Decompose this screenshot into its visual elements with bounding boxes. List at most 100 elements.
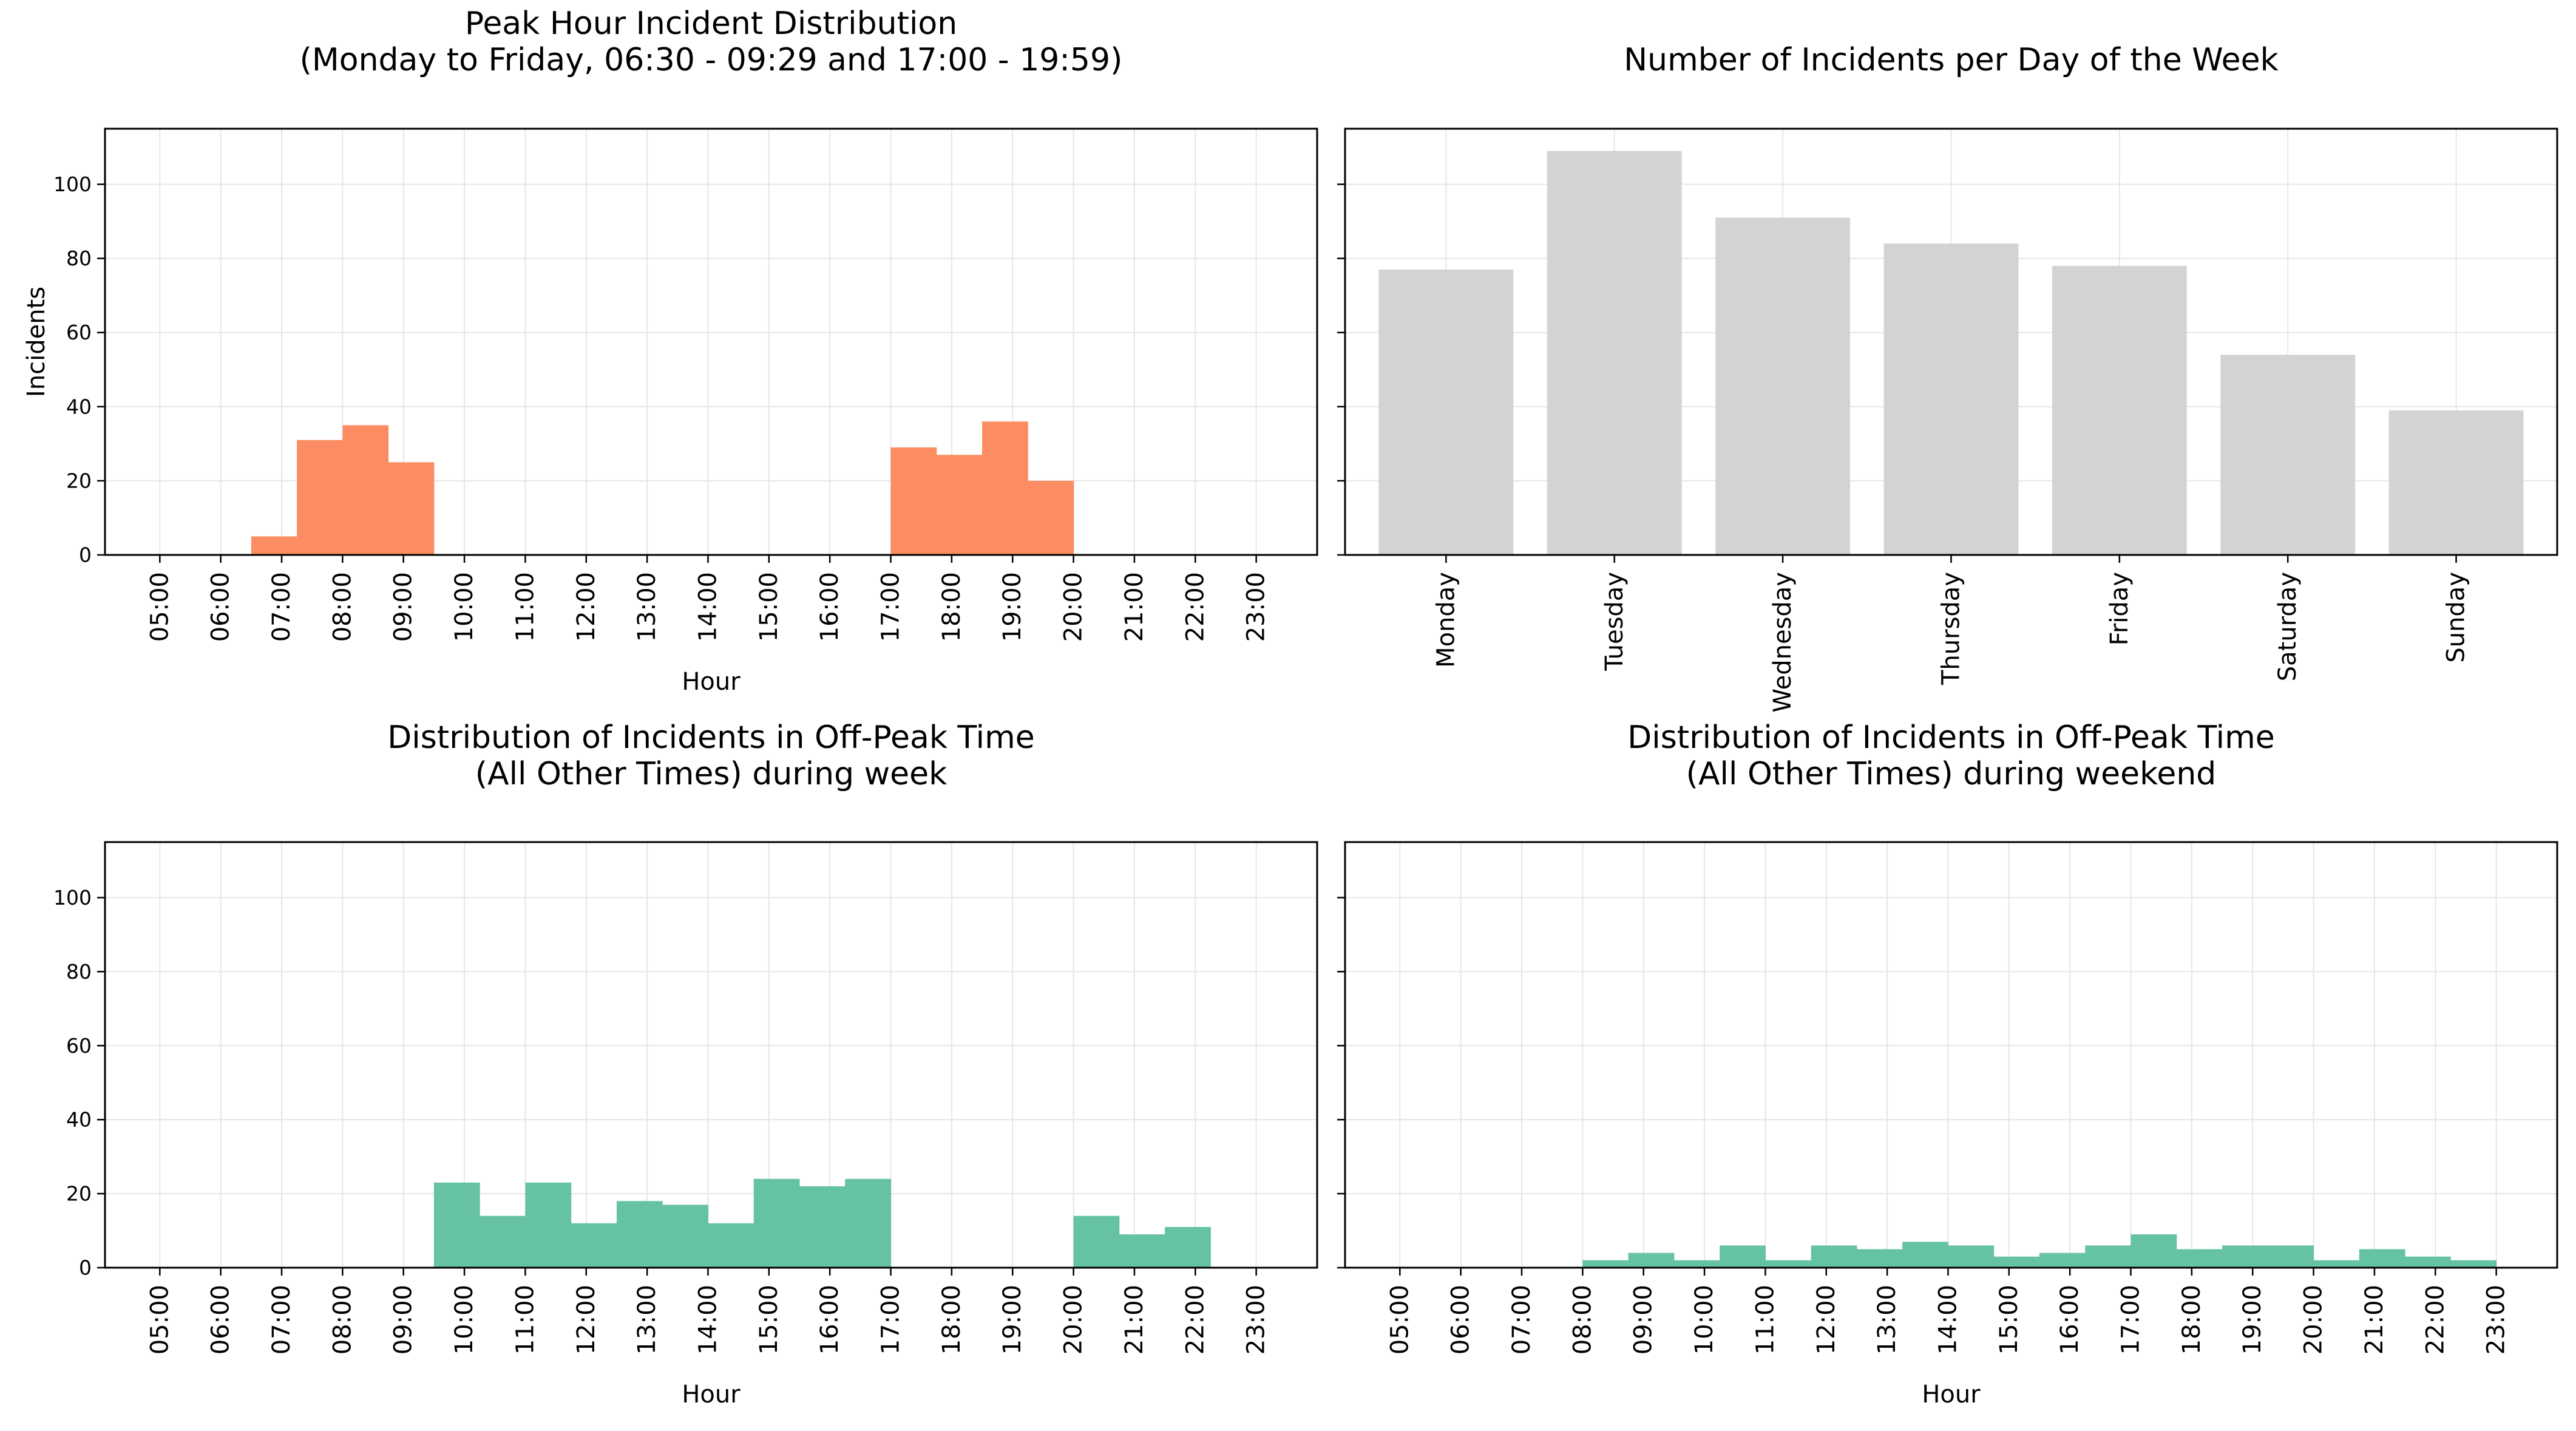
x-tick-label: 19:00 xyxy=(998,572,1026,642)
grid xyxy=(1345,842,2557,1268)
bar xyxy=(433,1182,480,1268)
chart-weekday-offpeak: 0 20 40 60 80 100 05:00 06:00 07:00 08:00 09:00 10:… xyxy=(53,719,1318,1409)
x-tick-label: 05:00 xyxy=(1386,1285,1414,1355)
plot-frame xyxy=(1344,841,2558,1269)
x-tick-label: 12:00 xyxy=(1812,1285,1840,1355)
x-axis-label: Hour xyxy=(1922,1381,1981,1409)
bar xyxy=(1948,1245,1995,1268)
x-tick-label: 06:00 xyxy=(1447,1285,1475,1355)
bar xyxy=(1993,1256,2040,1268)
x-tick-label: 23:00 xyxy=(1242,572,1270,642)
x-axis: 05:00 06:00 07:00 08:00 09:00 10:00 11:00 12:00… xyxy=(146,1268,1270,1355)
y-axis-label: Incidents xyxy=(22,287,50,397)
y-tick-label: 80 xyxy=(66,246,92,270)
x-tick-label: 07:00 xyxy=(1508,1285,1536,1355)
x-tick-label: Tuesday xyxy=(1601,572,1629,671)
y-axis: 0 20 40 60 80 100 xyxy=(53,886,105,1280)
chart-days: Monday Tuesday Wednesday Thursday Friday Satu… xyxy=(1337,42,2558,713)
bar xyxy=(708,1223,754,1268)
y-tick-label: 60 xyxy=(66,321,92,344)
x-tick-label: 13:00 xyxy=(633,572,661,642)
bars xyxy=(1378,151,2524,556)
bar xyxy=(845,1178,892,1268)
x-tick-label: 14:00 xyxy=(1934,1285,1962,1355)
bar xyxy=(2313,1260,2360,1268)
x-tick-label: Thursday xyxy=(1937,572,1965,685)
y-tick-label: 20 xyxy=(66,469,92,492)
bar-tuesday xyxy=(1547,151,1682,555)
plot-frame xyxy=(104,841,1318,1269)
x-tick-label: 11:00 xyxy=(1751,1285,1779,1355)
x-tick-label: Wednesday xyxy=(1769,572,1797,713)
bar xyxy=(571,1223,617,1268)
bar xyxy=(2405,1256,2451,1268)
x-tick-label: 18:00 xyxy=(938,572,966,642)
x-tick-label: 16:00 xyxy=(816,572,844,642)
x-tick-label: 15:00 xyxy=(755,572,783,642)
x-tick-label: 15:00 xyxy=(755,1285,783,1355)
x-tick-label: 10:00 xyxy=(450,1285,478,1355)
x-tick-label: 18:00 xyxy=(2178,1285,2206,1355)
y-tick-label: 40 xyxy=(66,1108,92,1132)
x-tick-label: Saturday xyxy=(2274,572,2302,681)
bar xyxy=(2268,1245,2314,1268)
x-tick-label: 09:00 xyxy=(390,1285,418,1355)
grid xyxy=(105,129,1317,556)
x-axis: 05:00 06:00 07:00 08:00 09:00 10:00 11:00 12:00… xyxy=(1386,1268,2510,1355)
x-tick-label: 11:00 xyxy=(511,572,539,642)
x-tick-label: 20:00 xyxy=(1060,1285,1088,1355)
bar-friday xyxy=(2052,265,2187,555)
y-tick-label: 20 xyxy=(66,1182,92,1206)
bar xyxy=(1165,1226,1211,1268)
x-tick-label: 23:00 xyxy=(1242,1285,1270,1355)
x-axis-label: Hour xyxy=(682,1381,741,1409)
x-tick-label: 14:00 xyxy=(694,572,722,642)
bar xyxy=(662,1205,708,1268)
x-tick-label: 22:00 xyxy=(1181,1285,1209,1355)
x-tick-label: 06:00 xyxy=(207,572,235,642)
chart-title: Peak Hour Incident Distribution xyxy=(465,5,957,42)
grid xyxy=(105,842,1317,1268)
x-tick-label: 10:00 xyxy=(1690,1285,1718,1355)
x-tick-label: 19:00 xyxy=(998,1285,1026,1355)
bars xyxy=(1582,1234,2497,1268)
x-tick-label: 13:00 xyxy=(1873,1285,1901,1355)
y-tick-label: 40 xyxy=(66,395,92,418)
x-tick-label: Monday xyxy=(1432,572,1460,668)
bar xyxy=(1628,1253,1675,1268)
x-tick-label: 17:00 xyxy=(2117,1285,2145,1355)
x-tick-label: 17:00 xyxy=(877,572,905,642)
x-tick-label: 21:00 xyxy=(2361,1285,2388,1355)
y-tick-label: 100 xyxy=(53,172,92,196)
bar xyxy=(1073,1215,1120,1268)
x-tick-label: 13:00 xyxy=(633,1285,661,1355)
bar xyxy=(2039,1253,2086,1268)
bar xyxy=(388,462,435,555)
bar xyxy=(1811,1245,1857,1268)
x-tick-label: 06:00 xyxy=(207,1285,235,1355)
chart-title: (Monday to Friday, 06:30 - 09:29 and 17:… xyxy=(300,42,1123,78)
y-tick-label: 60 xyxy=(66,1034,92,1058)
x-tick-label: Friday xyxy=(2106,572,2134,645)
bar xyxy=(2176,1249,2223,1268)
x-tick-label: 17:00 xyxy=(877,1285,905,1355)
y-axis xyxy=(1337,183,1345,556)
y-tick-label: 100 xyxy=(53,886,92,909)
bar xyxy=(2085,1245,2132,1268)
x-axis: 05:00 06:00 07:00 08:00 09:00 10:00 11:00 12:00… xyxy=(146,555,1270,642)
bar xyxy=(2222,1245,2268,1268)
bar xyxy=(799,1186,846,1268)
bars xyxy=(433,1178,1211,1268)
x-tick-label: 21:00 xyxy=(1120,1285,1148,1355)
x-tick-label: 10:00 xyxy=(450,572,478,642)
chart-title: (All Other Times) during weekend xyxy=(1686,756,2217,792)
bar xyxy=(1856,1249,1903,1268)
bar xyxy=(251,536,297,555)
chart-peak: 0 20 40 60 80 100 05:00 06:00 07:00 08:00 09:00 10:… xyxy=(22,5,1318,696)
bar xyxy=(1673,1260,1720,1268)
chart-title: (All Other Times) during week xyxy=(475,756,947,792)
bar xyxy=(2130,1234,2177,1268)
bar xyxy=(2359,1249,2405,1268)
y-axis xyxy=(1337,897,1345,1269)
